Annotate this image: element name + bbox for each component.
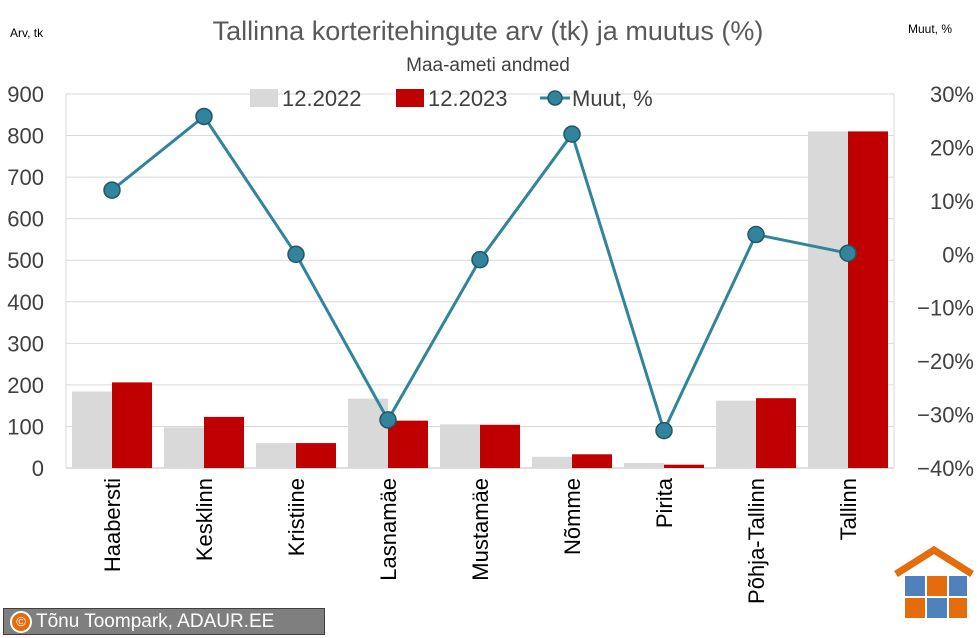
bar-2023-pirita (664, 464, 705, 468)
logo-piece (905, 576, 925, 596)
change-line (103, 107, 857, 440)
logo-piece (949, 576, 967, 596)
right-tick-label: −10% (917, 296, 974, 321)
bar-2023-mustamäe (480, 424, 521, 468)
category-label: Nõmme (560, 478, 585, 555)
bar-2023-tallinn (848, 131, 889, 468)
left-tick-label: 0 (32, 456, 44, 481)
right-tick-label: −40% (917, 456, 974, 481)
bar-2023-põhja-tallinn (756, 398, 797, 468)
right-tick-label: −30% (917, 403, 974, 428)
right-tick-label: −20% (917, 349, 974, 374)
right-tick-label: 30% (930, 82, 974, 107)
legend-label-2022: 12.2022 (282, 86, 362, 111)
left-tick-label: 200 (7, 373, 44, 398)
change-point-kristiine (287, 245, 305, 264)
bar-2022-pirita (623, 463, 664, 468)
legend-label-change: Muut, % (572, 86, 653, 111)
legend: 12.2022 12.2023 Muut, % (250, 86, 653, 111)
category-label: Kristiine (284, 478, 309, 556)
category-label: Tallinn (836, 478, 861, 540)
category-label: Mustamäe (468, 478, 493, 581)
right-axis-ticks: −40% −30% −20% −10% 0% 10% 20% 30% (917, 82, 974, 481)
legend-swatch-2023 (396, 89, 424, 107)
change-point-nõmme (563, 125, 581, 143)
category-label: Põhja-Tallinn (744, 478, 769, 604)
left-tick-label: 600 (7, 207, 44, 232)
bar-2022-põhja-tallinn (715, 400, 756, 468)
copyright-credit: Tõnu Toompark, ADAUR.EE (36, 611, 275, 632)
adaur-logo-icon (894, 545, 974, 618)
left-tick-label: 800 (7, 124, 44, 149)
left-tick-label: 500 (7, 248, 44, 273)
copyright-icon: © (10, 611, 32, 633)
change-point-tallinn (839, 244, 857, 262)
logo-roof (894, 545, 974, 577)
logo-piece (905, 598, 925, 618)
left-tick-label: 400 (7, 290, 44, 315)
right-tick-label: 0% (942, 242, 974, 267)
chart-title: Tallinna korteritehingute arv (tk) ja mu… (213, 16, 764, 46)
change-point-pirita (655, 421, 673, 440)
logo-piece (927, 576, 947, 596)
category-label: Haabersti (100, 478, 125, 572)
legend-marker (547, 90, 563, 106)
left-axis-unit-label: Arv, tk (10, 26, 44, 40)
left-tick-label: 700 (7, 165, 44, 190)
bar-2022-kristiine (255, 443, 296, 468)
right-axis-unit-label: Muut, % (908, 22, 952, 36)
right-tick-label: 20% (930, 135, 974, 160)
left-tick-label: 100 (7, 414, 44, 439)
bar-2023-nõmme (572, 454, 613, 468)
change-line-path (111, 114, 849, 433)
bar-2023-haabersti (112, 382, 153, 468)
bar-2022-kesklinn (163, 427, 204, 468)
bar-2023-kristiine (296, 443, 337, 468)
change-point-lasnamäe (379, 411, 397, 429)
right-tick-label: 10% (930, 189, 974, 214)
left-tick-label: 900 (7, 82, 44, 107)
category-labels: Haabersti Kesklinn Kristiine Lasnamäe Mustam… (100, 477, 861, 604)
category-label: Kesklinn (192, 478, 217, 561)
bar-2023-lasnamäe (388, 420, 429, 468)
category-label: Pirita (652, 477, 677, 528)
chart-subtitle: Maa-ameti andmed (406, 55, 570, 76)
left-axis-ticks: 0 100 200 300 400 500 600 700 800 900 (7, 82, 44, 481)
logo-piece (949, 598, 967, 618)
bar-2022-haabersti (71, 391, 112, 468)
change-point-haabersti (103, 181, 121, 199)
bars (71, 131, 889, 468)
bar-2022-mustamäe (439, 424, 480, 468)
change-point-mustamäe (471, 250, 489, 269)
category-label: Lasnamäe (376, 478, 401, 581)
bar-2022-tallinn (807, 131, 848, 468)
legend-label-2023: 12.2023 (428, 86, 508, 111)
bar-2023-kesklinn (204, 416, 245, 468)
bar-2022-nõmme (531, 456, 572, 468)
logo-piece (927, 598, 947, 618)
copyright-badge: © Tõnu Toompark, ADAUR.EE (3, 608, 325, 635)
change-point-kesklinn (195, 107, 213, 126)
change-point-põhja-tallinn (747, 225, 765, 244)
left-tick-label: 300 (7, 331, 44, 356)
legend-swatch-2022 (250, 89, 278, 107)
